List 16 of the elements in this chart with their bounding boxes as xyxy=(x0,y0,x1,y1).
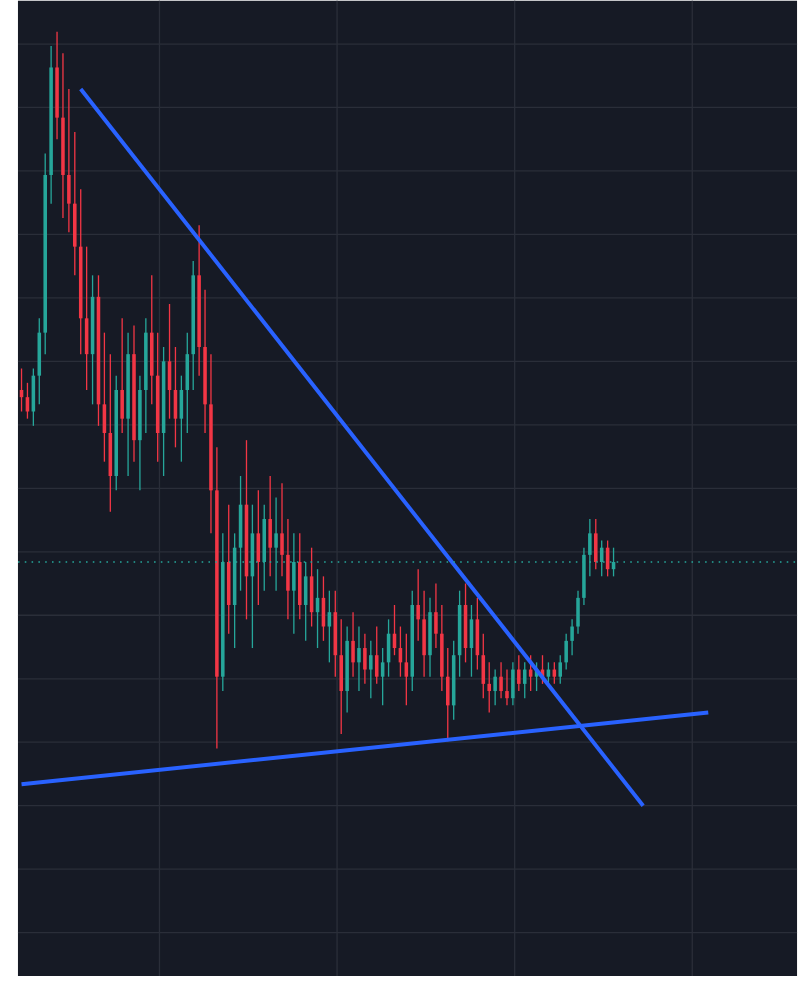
candlestick xyxy=(594,518,598,570)
candlestick xyxy=(120,317,125,434)
candlestick xyxy=(268,475,273,578)
candlestick xyxy=(351,611,355,678)
candlestick xyxy=(505,668,509,707)
candlestick xyxy=(511,661,515,707)
candlestick xyxy=(357,625,361,692)
candlestick xyxy=(499,661,503,699)
candlestick xyxy=(369,640,373,699)
candlestick xyxy=(493,668,498,707)
candlestick xyxy=(517,654,521,692)
candlestick xyxy=(375,625,379,685)
candlestick xyxy=(298,532,302,621)
candlestick xyxy=(428,597,432,678)
candlestick xyxy=(363,633,367,685)
candlestick xyxy=(523,661,527,699)
